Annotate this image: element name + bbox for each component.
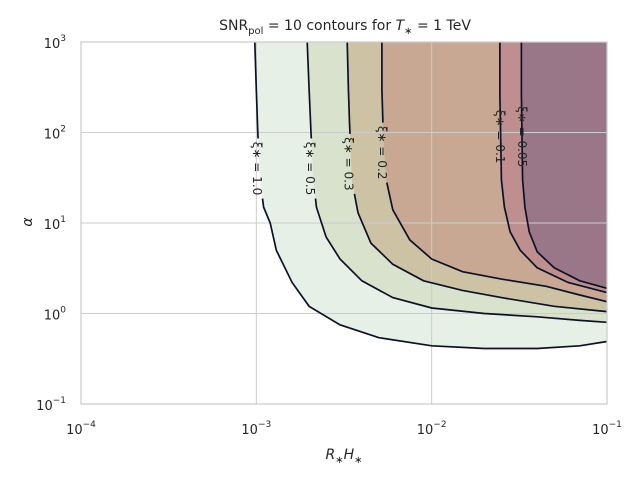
contour-label: ξ∗ = 0.1 <box>493 110 507 164</box>
y-tick-label: 102 <box>44 125 66 143</box>
contour-line-2 <box>346 41 351 134</box>
contour-labels: ξ∗ = 1.0 ξ∗ = 0.5 ξ∗ = 0.3 ξ∗ = 0.2 ξ∗ = 0.1… <box>250 106 529 195</box>
x-tick-label: 10−1 <box>592 420 622 438</box>
contour-line-0 <box>253 41 259 139</box>
y-tick-labels: 10−1 100 101 102 103 <box>36 34 66 414</box>
contour-lines <box>253 41 608 350</box>
y-tick-label: 100 <box>44 306 67 324</box>
contour-fill-5 <box>521 42 607 289</box>
contour-line-1 <box>314 198 608 324</box>
chart-title: SNRpol = 10 contours for T∗ = 1 TeV <box>219 18 471 37</box>
contour-label: ξ∗ = 0.5 <box>303 142 317 196</box>
contour-line-4 <box>500 166 608 294</box>
contour-label: ξ∗ = 0.05 <box>515 106 529 167</box>
y-tick-label: 103 <box>44 34 66 52</box>
plot-frame <box>80 41 608 405</box>
contour-line-4 <box>499 106 503 167</box>
x-tick-label: 10−4 <box>66 420 96 438</box>
y-axis-label: α <box>20 217 36 227</box>
x-tick-labels: 10−4 10−3 10−2 10−1 <box>66 420 622 438</box>
contour-line-0 <box>261 198 608 350</box>
x-tick-label: 10−2 <box>417 420 447 438</box>
contour-line-3 <box>381 42 384 123</box>
contour-line-1 <box>306 41 313 139</box>
contour-label: ξ∗ = 0.3 <box>341 137 355 191</box>
contour-label: ξ∗ = 1.0 <box>250 142 264 196</box>
contour-line-5 <box>521 166 608 290</box>
x-axis-label: R∗H∗ <box>325 447 362 466</box>
y-tick-label: 10−1 <box>36 396 66 414</box>
contour-line-5 <box>520 106 524 167</box>
contour-line-3 <box>385 182 608 303</box>
contour-label: ξ∗ = 0.2 <box>375 126 389 180</box>
x-tick-label: 10−3 <box>241 420 271 438</box>
contour-line-2 <box>353 193 608 313</box>
y-tick-label: 101 <box>44 215 66 233</box>
